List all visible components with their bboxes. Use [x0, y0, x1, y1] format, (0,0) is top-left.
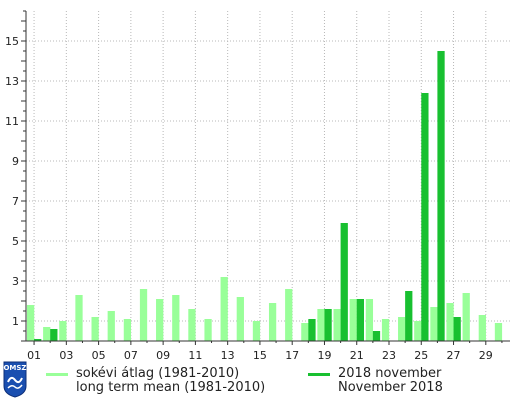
bar-november-2018 — [437, 51, 445, 341]
bars — [26, 51, 503, 341]
legend-label-long-term-mean: sokévi átlag (1981-2010) long term mean … — [76, 367, 265, 395]
omsz-logo: OMSZ — [2, 360, 28, 402]
bar-long-term-mean — [107, 311, 115, 341]
bar-long-term-mean — [317, 309, 325, 341]
grid-lines — [26, 11, 510, 341]
y-tick-label: 3 — [12, 275, 19, 288]
bar-november-2018 — [356, 299, 364, 341]
bar-long-term-mean — [236, 297, 244, 341]
legend-label-line-en: November 2018 — [338, 380, 443, 395]
x-tick-label: 29 — [479, 349, 493, 362]
legend-swatch-long-term-mean — [46, 373, 68, 376]
y-tick-label: 7 — [12, 195, 19, 208]
x-tick-label: 05 — [92, 349, 106, 362]
y-tick-label: 5 — [12, 235, 19, 248]
bar-long-term-mean — [349, 299, 357, 341]
bar-long-term-mean — [478, 315, 486, 341]
legend-swatch-november-2018 — [308, 373, 330, 376]
bar-long-term-mean — [43, 327, 51, 341]
bar-long-term-mean — [220, 277, 228, 341]
x-tick-label: 21 — [350, 349, 364, 362]
bar-long-term-mean — [91, 317, 99, 341]
bar-long-term-mean — [204, 319, 212, 341]
bar-long-term-mean — [252, 321, 261, 341]
legend-label-line-hu: sokévi átlag (1981-2010) — [76, 366, 240, 381]
bar-long-term-mean — [462, 293, 470, 341]
axes — [21, 10, 510, 345]
legend-label-november-2018: 2018 november November 2018 — [338, 367, 443, 395]
bar-long-term-mean — [59, 321, 67, 341]
bar-long-term-mean — [398, 317, 406, 341]
x-tick-label: 19 — [317, 349, 331, 362]
bar-long-term-mean — [285, 289, 293, 341]
bar-long-term-mean — [430, 307, 438, 341]
x-tick-label: 25 — [414, 349, 428, 362]
bar-long-term-mean — [26, 305, 35, 341]
y-tick-label: 13 — [5, 75, 19, 88]
bar-november-2018 — [34, 339, 42, 341]
y-tick-label: 1 — [12, 315, 19, 328]
bar-november-2018 — [421, 93, 429, 341]
x-tick-label: 03 — [59, 349, 73, 362]
legend-label-line-en: long term mean (1981-2010) — [76, 380, 266, 395]
bar-long-term-mean — [414, 321, 422, 341]
bar-november-2018 — [340, 223, 348, 341]
logo-text: OMSZ — [3, 364, 26, 372]
x-tick-label: 23 — [382, 349, 396, 362]
y-tick-label: 15 — [5, 35, 19, 48]
bar-november-2018 — [308, 319, 316, 341]
bar-long-term-mean — [494, 323, 503, 341]
bar-long-term-mean — [446, 303, 454, 341]
bar-long-term-mean — [333, 309, 341, 341]
bar-november-2018 — [372, 331, 381, 341]
bar-long-term-mean — [123, 319, 132, 341]
x-tick-label: 01 — [27, 349, 41, 362]
bar-long-term-mean — [75, 295, 83, 341]
x-tick-label: 11 — [188, 349, 202, 362]
bar-long-term-mean — [139, 289, 148, 341]
bar-november-2018 — [50, 329, 58, 341]
bar-november-2018 — [453, 317, 461, 341]
x-tick-label: 15 — [253, 349, 267, 362]
bar-long-term-mean — [188, 309, 196, 341]
bar-november-2018 — [405, 291, 413, 341]
bar-long-term-mean — [301, 323, 309, 341]
bar-long-term-mean — [268, 303, 277, 341]
x-tick-label: 09 — [156, 349, 170, 362]
legend-label-line-hu: 2018 november — [338, 366, 442, 381]
bar-long-term-mean — [172, 295, 180, 341]
bar-november-2018 — [324, 309, 332, 341]
x-tick-labels: 01 03 05 07 09 11 13 15 17 19 21 23 25 27 29 — [27, 349, 493, 362]
x-tick-label: 13 — [221, 349, 235, 362]
bar-long-term-mean — [381, 319, 390, 341]
y-tick-label: 9 — [12, 155, 19, 168]
y-tick-label: 11 — [5, 115, 19, 128]
x-tick-label: 17 — [285, 349, 299, 362]
bar-long-term-mean — [156, 299, 164, 341]
x-tick-label: 07 — [124, 349, 138, 362]
bar-long-term-mean — [365, 299, 374, 341]
plot-background — [26, 11, 510, 341]
x-tick-label: 27 — [447, 349, 461, 362]
